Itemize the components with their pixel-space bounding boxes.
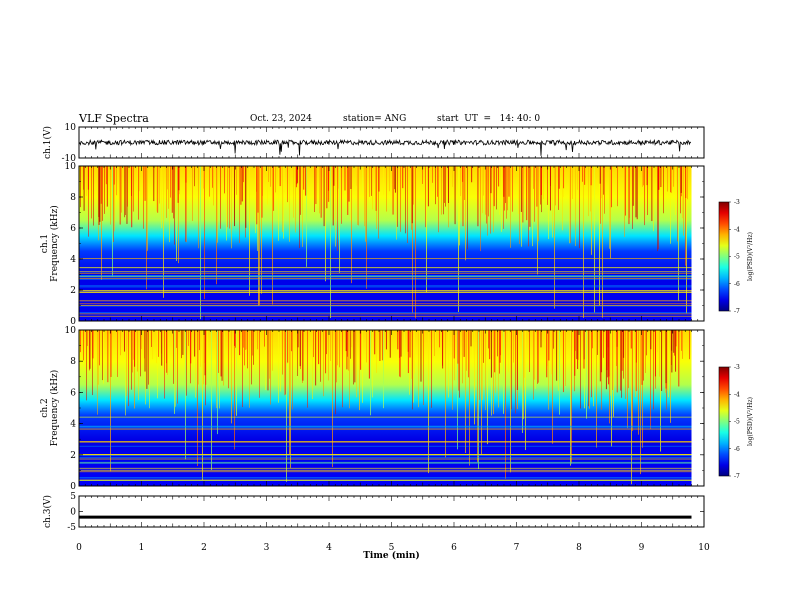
colorbar-1-tick--5: -5 <box>734 254 740 261</box>
ytick-label-ch.2-2: 2 <box>70 451 76 461</box>
colorbar-1-tick--4: -4 <box>734 226 740 233</box>
colorbar-1-tick--3: -3 <box>734 199 740 206</box>
colorbar-1-label: log(PSD)(V²/Hz) <box>747 232 754 281</box>
colorbar-2-tick--5: -5 <box>734 419 740 426</box>
xtick-label-4: 4 <box>326 543 332 553</box>
xtick-label-9: 9 <box>639 543 645 553</box>
ylabel-ch1-frequency: ch.1Frequency (kHz) <box>40 205 60 282</box>
ytick-label-ch.3(V)--5: -5 <box>67 523 76 533</box>
ch1-trace <box>79 138 692 156</box>
ytick-label-ch.1-2: 2 <box>70 286 76 296</box>
colorbar-2-tick--3: -3 <box>734 364 740 371</box>
xtick-label-8: 8 <box>576 543 582 553</box>
spectrogram-ch.1-background <box>79 166 692 321</box>
colorbar-2-tick--6: -6 <box>734 446 740 453</box>
start-time-label: start UT = 14: 40: 0 <box>437 114 541 124</box>
colorbar-2-label: log(PSD)(V²/Hz) <box>747 397 754 446</box>
ytick-label-ch.3(V)-0: 0 <box>70 508 76 518</box>
ytick-label-ch.1(V)-10: 10 <box>65 123 77 133</box>
x-axis-label: Time (min) <box>363 550 420 561</box>
colorbar-2-tick--4: -4 <box>734 391 740 398</box>
ytick-label-ch.2-6: 6 <box>70 388 76 398</box>
ylabel-ch1-volts: ch.1(V) <box>42 126 53 159</box>
colorbar-1 <box>718 201 730 312</box>
figure-title: VLF Spectra <box>79 112 149 125</box>
xtick-label-6: 6 <box>451 543 457 553</box>
spectrogram-ch.1-texture <box>79 166 692 320</box>
ytick-label-ch.1-6: 6 <box>70 224 76 234</box>
ylabel-ch3-volts: ch.3(V) <box>42 495 53 528</box>
xtick-label-1: 1 <box>139 543 145 553</box>
ytick-label-ch.1(V)--10: -10 <box>62 154 77 164</box>
ytick-label-ch.1-10: 10 <box>65 162 77 172</box>
xtick-label-5: 5 <box>389 543 395 553</box>
colorbar-2 <box>718 366 730 477</box>
xtick-label-10: 10 <box>698 543 710 553</box>
colorbar-2-tick--7: -7 <box>734 473 740 480</box>
spectrogram-ch.2-texture <box>79 330 692 485</box>
spectrogram-ch.1-blank <box>691 166 704 321</box>
xtick-label-0: 0 <box>76 543 82 553</box>
ytick-label-ch.1-8: 8 <box>70 193 76 203</box>
xtick-label-7: 7 <box>514 543 520 553</box>
ytick-label-ch.2-4: 4 <box>70 420 76 430</box>
ytick-label-ch.1-0: 0 <box>70 317 76 327</box>
colorbar-1-tick--6: -6 <box>734 281 740 288</box>
date-label: Oct. 23, 2024 <box>250 114 312 124</box>
xtick-label-2: 2 <box>201 543 207 553</box>
ytick-label-ch.1-4: 4 <box>70 255 76 265</box>
xtick-label-3: 3 <box>264 543 270 553</box>
ytick-label-ch.2-8: 8 <box>70 357 76 367</box>
ytick-label-ch.2-0: 0 <box>70 482 76 492</box>
ylabel-ch2-frequency: ch.2Frequency (kHz) <box>40 370 60 447</box>
ytick-label-ch.3(V)-5: 5 <box>70 492 76 502</box>
station-label: station= ANG <box>343 114 407 124</box>
spectrogram-ch.2-blank <box>691 330 704 486</box>
colorbar-1-tick--7: -7 <box>734 308 740 315</box>
ytick-label-ch.2-10: 10 <box>65 326 77 336</box>
